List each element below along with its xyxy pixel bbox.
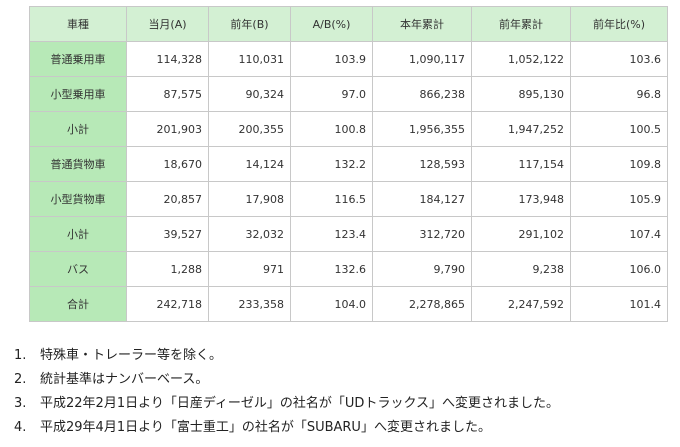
row-label: 合計 [29,286,127,322]
table-cell: 20,857 [126,181,209,217]
table-cell: 184,127 [372,181,472,217]
table-cell: 103.9 [290,41,373,77]
table-row: 普通貨物車 18,670 14,124 132.2 128,593 117,15… [29,146,668,182]
table-cell: 100.8 [290,111,373,147]
row-label: バス [29,251,127,287]
footnote-text: 特殊車・トレーラー等を除く。 [40,348,223,363]
table-cell: 895,130 [471,76,571,112]
table-cell: 132.6 [290,251,373,287]
footnote-text: 統計基準はナンバーベース。 [40,372,209,387]
table-cell: 200,355 [208,111,291,147]
table-cell: 14,124 [208,146,291,182]
table-row: 合計 242,718 233,358 104.0 2,278,865 2,247… [29,286,668,322]
table-cell: 96.8 [570,76,668,112]
table-cell: 312,720 [372,216,472,252]
list-item: 1. 特殊車・トレーラー等を除く。 [14,344,559,368]
footnote-text: 平成22年2月1日より「日産ディーゼル」の社名が「UDトラックス」へ変更されまし… [40,396,560,411]
table-cell: 97.0 [290,76,373,112]
table-cell: 233,358 [208,286,291,322]
table-cell: 291,102 [471,216,571,252]
header-ytd-cumulative: 本年累計 [372,6,472,42]
table-cell: 2,278,865 [372,286,472,322]
table-cell: 117,154 [471,146,571,182]
table-cell: 1,288 [126,251,209,287]
row-label: 小型乗用車 [29,76,127,112]
header-prev-ytd-cumulative: 前年累計 [471,6,571,42]
table-row: 小型乗用車 87,575 90,324 97.0 866,238 895,130… [29,76,668,112]
table-cell: 103.6 [570,41,668,77]
table-cell: 132.2 [290,146,373,182]
table-cell: 106.0 [570,251,668,287]
table-cell: 39,527 [126,216,209,252]
table-cell: 242,718 [126,286,209,322]
table-cell: 866,238 [372,76,472,112]
row-label: 普通乗用車 [29,41,127,77]
table-row: 小型貨物車 20,857 17,908 116.5 184,127 173,94… [29,181,668,217]
table-header-row: 車種 当月(A) 前年(B) A/B(%) 本年累計 前年累計 前年比(%) [29,6,668,42]
table-row: 小計 39,527 32,032 123.4 312,720 291,102 1… [29,216,668,252]
footnote-number: 3. [14,396,27,411]
list-item: 2. 統計基準はナンバーベース。 [14,368,559,392]
table-row: 小計 201,903 200,355 100.8 1,956,355 1,947… [29,111,668,147]
table-cell: 128,593 [372,146,472,182]
footnote-number: 4. [14,420,27,435]
table-cell: 90,324 [208,76,291,112]
table-cell: 9,790 [372,251,472,287]
table-cell: 87,575 [126,76,209,112]
table-cell: 116.5 [290,181,373,217]
header-current-month: 当月(A) [126,6,209,42]
table-cell: 1,052,122 [471,41,571,77]
table-cell: 18,670 [126,146,209,182]
table-cell: 1,947,252 [471,111,571,147]
row-label: 普通貨物車 [29,146,127,182]
header-yoy-ratio: 前年比(%) [570,6,668,42]
table-cell: 971 [208,251,291,287]
table-cell: 107.4 [570,216,668,252]
table-cell: 123.4 [290,216,373,252]
table-cell: 173,948 [471,181,571,217]
table-row: バス 1,288 971 132.6 9,790 9,238 106.0 [29,251,668,287]
table-cell: 32,032 [208,216,291,252]
table-cell: 201,903 [126,111,209,147]
table-cell: 9,238 [471,251,571,287]
table-cell: 104.0 [290,286,373,322]
header-vehicle-type: 車種 [29,6,127,42]
table-cell: 1,956,355 [372,111,472,147]
list-item: 3. 平成22年2月1日より「日産ディーゼル」の社名が「UDトラックス」へ変更され… [14,392,559,416]
sales-statistics-table: 車種 当月(A) 前年(B) A/B(%) 本年累計 前年累計 前年比(%) 普… [29,6,668,322]
table-cell: 100.5 [570,111,668,147]
table-cell: 110,031 [208,41,291,77]
table-cell: 101.4 [570,286,668,322]
table-cell: 2,247,592 [471,286,571,322]
table-row: 普通乗用車 114,328 110,031 103.9 1,090,117 1,… [29,41,668,77]
footnotes-list: 1. 特殊車・トレーラー等を除く。 2. 統計基準はナンバーベース。 3. 平成22年… [14,344,559,440]
row-label: 小計 [29,216,127,252]
table-cell: 1,090,117 [372,41,472,77]
table-cell: 109.8 [570,146,668,182]
table-cell: 114,328 [126,41,209,77]
table-cell: 105.9 [570,181,668,217]
row-label: 小計 [29,111,127,147]
list-item: 4. 平成29年4月1日より「富士重工」の社名が「SUBARU」へ変更されました。 [14,416,559,440]
header-previous-year: 前年(B) [208,6,291,42]
footnote-number: 1. [14,348,27,363]
header-ratio: A/B(%) [290,6,373,42]
footnote-text: 平成29年4月1日より「富士重工」の社名が「SUBARU」へ変更されました。 [40,420,491,435]
row-label: 小型貨物車 [29,181,127,217]
table-cell: 17,908 [208,181,291,217]
footnote-number: 2. [14,372,27,387]
